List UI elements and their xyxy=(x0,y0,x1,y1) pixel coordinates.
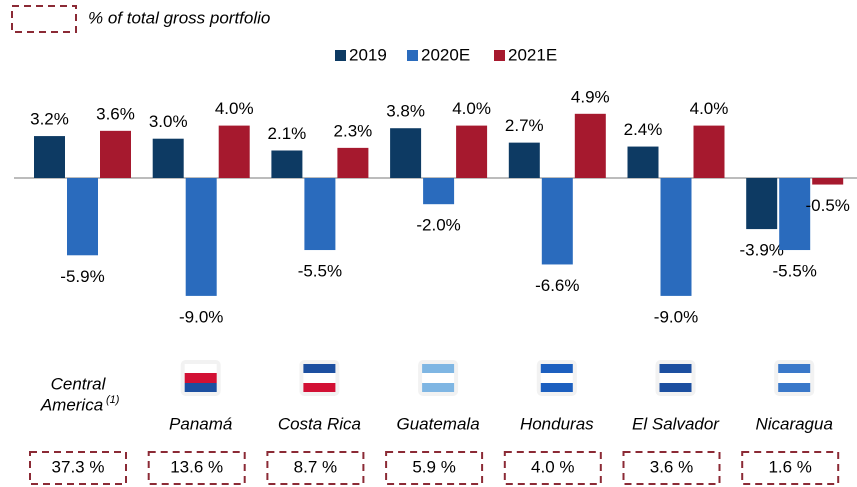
share-label: 8.7 % xyxy=(294,457,337,476)
bar xyxy=(390,128,422,178)
bar xyxy=(508,142,540,178)
bar xyxy=(627,146,659,178)
value-label: 2.1% xyxy=(268,124,307,143)
value-label: -9.0% xyxy=(654,307,698,326)
legend-swatch xyxy=(407,50,418,61)
legend-swatch xyxy=(335,50,346,61)
flag-band xyxy=(422,373,455,383)
flag-band xyxy=(778,373,811,383)
flag-band xyxy=(540,373,573,383)
share-box xyxy=(622,451,721,485)
share-box xyxy=(741,451,840,485)
share-box xyxy=(385,451,484,485)
value-label: -5.5% xyxy=(298,262,342,281)
bar xyxy=(100,130,131,178)
flag xyxy=(774,360,815,396)
value-label: 2.3% xyxy=(334,121,373,140)
category-label: El Salvador xyxy=(632,414,720,433)
value-label: 3.0% xyxy=(149,112,188,131)
bar xyxy=(779,178,811,251)
share-label: 4.0 % xyxy=(531,457,574,476)
category-label: Panamá xyxy=(169,414,232,433)
value-label: 3.2% xyxy=(30,110,69,129)
value-label: 2.4% xyxy=(624,120,663,139)
note-box xyxy=(11,5,77,33)
bar xyxy=(185,178,217,296)
category-label: Costa Rica xyxy=(278,414,361,433)
category-label: America xyxy=(40,395,103,414)
bar xyxy=(456,125,488,178)
share-box xyxy=(29,451,127,485)
category-superscript: (1) xyxy=(106,394,120,406)
flag-band xyxy=(303,383,336,392)
flag-band xyxy=(659,373,692,383)
share-box xyxy=(503,451,602,485)
flag-band xyxy=(422,364,455,373)
flag-band xyxy=(540,383,573,392)
bar xyxy=(304,178,336,251)
bar xyxy=(67,178,98,256)
value-label: -2.0% xyxy=(416,216,460,235)
flag-band xyxy=(303,373,336,383)
flag xyxy=(536,360,577,396)
value-label: -9.0% xyxy=(179,307,223,326)
category-label: Central xyxy=(51,374,107,393)
value-label: 2.7% xyxy=(505,116,544,135)
flag-band xyxy=(184,364,217,373)
flag-band xyxy=(659,383,692,392)
bar xyxy=(693,125,725,178)
bar xyxy=(34,136,65,178)
bar xyxy=(218,125,250,178)
share-label: 37.3 % xyxy=(52,457,105,476)
flag-band xyxy=(540,364,573,373)
bar xyxy=(271,150,303,178)
category-label: Honduras xyxy=(520,414,594,433)
note: % of total gross portfolio xyxy=(88,8,270,27)
bar xyxy=(812,178,844,185)
flag-band xyxy=(778,364,811,373)
value-label: -3.9% xyxy=(739,241,783,260)
flag-band xyxy=(422,383,455,392)
flag xyxy=(655,360,696,396)
flag-band xyxy=(659,364,692,373)
flag-band xyxy=(184,373,217,383)
share-label: 1.6 % xyxy=(768,457,811,476)
flag xyxy=(299,360,340,396)
share-box xyxy=(147,451,246,485)
flag xyxy=(418,360,459,396)
legend-label: 2021E xyxy=(508,45,557,64)
value-label: -0.5% xyxy=(805,196,849,215)
flag-band xyxy=(303,364,336,373)
bar xyxy=(541,178,573,265)
legend-swatch xyxy=(494,50,505,61)
value-label: 4.0% xyxy=(452,99,491,118)
flag-band xyxy=(184,383,217,392)
category-label: Guatemala xyxy=(397,414,480,433)
value-label: 3.6% xyxy=(96,104,135,123)
share-label: 3.6 % xyxy=(650,457,693,476)
bar xyxy=(423,178,455,205)
share-label: 13.6 % xyxy=(170,457,223,476)
flags xyxy=(180,360,815,396)
value-label: 4.0% xyxy=(215,99,254,118)
category-label: Nicaragua xyxy=(755,414,833,433)
flag-band xyxy=(778,383,811,392)
bar xyxy=(152,138,184,178)
value-label: -5.5% xyxy=(772,262,816,281)
value-label: 4.9% xyxy=(571,87,610,106)
bar xyxy=(660,178,692,296)
bar xyxy=(337,147,369,178)
bar xyxy=(574,113,606,178)
share-label: 5.9 % xyxy=(412,457,455,476)
flag xyxy=(180,360,221,396)
legend-label: 2019 xyxy=(349,45,387,64)
bar xyxy=(746,178,778,230)
share-box xyxy=(266,451,365,485)
value-label: 3.8% xyxy=(386,102,425,121)
value-label: 4.0% xyxy=(690,99,729,118)
value-label: -5.9% xyxy=(60,267,104,286)
legend-label: 2020E xyxy=(421,45,470,64)
value-label: -6.6% xyxy=(535,276,579,295)
